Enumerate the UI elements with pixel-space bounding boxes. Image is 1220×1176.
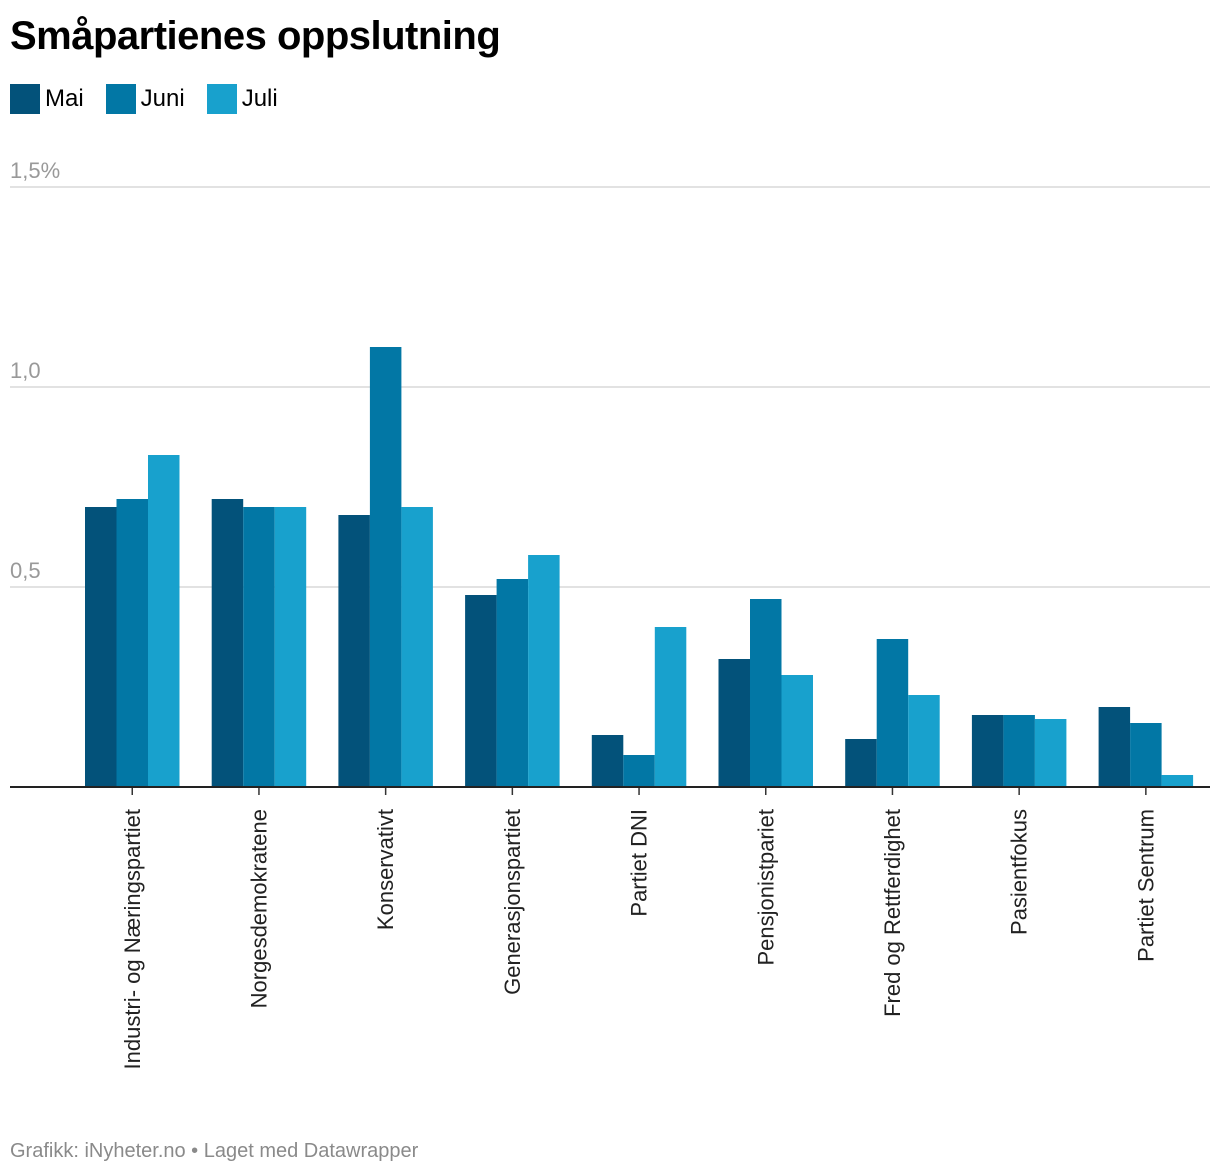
bar bbox=[369, 347, 402, 787]
bar bbox=[274, 507, 307, 787]
footer-credit: Grafikk: iNyheter.no • Laget med Datawra… bbox=[10, 1140, 419, 1162]
x-tick-label: Generasjonspartiet bbox=[500, 809, 525, 995]
bar bbox=[1098, 707, 1131, 787]
bar bbox=[623, 755, 655, 787]
y-tick-label: 0,5 bbox=[10, 558, 41, 583]
legend-item-juli: Juli bbox=[206, 84, 278, 114]
bar bbox=[845, 739, 877, 787]
bar bbox=[750, 599, 782, 787]
legend-item-mai: Mai bbox=[10, 84, 84, 114]
bar-chart: 0,5 1,0 1,5% Industri- og Næringspartiet Nor… bbox=[10, 158, 1210, 1069]
x-tick-label: Konservativt bbox=[373, 809, 398, 930]
legend-item-juni: Juni bbox=[105, 84, 185, 114]
chart-title: Småpartienes oppslutning bbox=[10, 14, 501, 58]
x-tick-label: Partiet Sentrum bbox=[1133, 809, 1158, 962]
bar bbox=[1034, 719, 1067, 787]
x-tick-label: Pensjonistpariet bbox=[753, 809, 778, 966]
x-tick-label: Industri- og Næringspartiet bbox=[120, 809, 145, 1069]
bar bbox=[243, 507, 275, 787]
bar bbox=[496, 579, 529, 787]
bar bbox=[211, 499, 244, 787]
legend: Mai Juni Juli bbox=[10, 84, 300, 114]
bar bbox=[908, 695, 940, 787]
bar bbox=[654, 627, 687, 787]
bar bbox=[781, 675, 813, 787]
bar bbox=[591, 735, 624, 787]
bar bbox=[718, 659, 750, 787]
bar bbox=[1161, 775, 1194, 787]
bar bbox=[465, 595, 497, 787]
bar bbox=[1130, 723, 1162, 787]
bar bbox=[338, 515, 370, 787]
x-tick-label: Pasientfokus bbox=[1007, 809, 1032, 935]
bar bbox=[528, 555, 560, 787]
legend-label-juli: Juli bbox=[241, 85, 278, 112]
y-tick-label: 1,0 bbox=[10, 358, 41, 383]
bar bbox=[401, 507, 433, 787]
x-tick-label: Partiet DNI bbox=[627, 809, 652, 917]
bar bbox=[148, 455, 180, 787]
x-tick-label: Norgesdemokratene bbox=[246, 809, 271, 1008]
bar bbox=[116, 499, 148, 787]
bar bbox=[876, 639, 909, 787]
bar bbox=[971, 715, 1004, 787]
y-tick-label: 1,5% bbox=[10, 158, 60, 183]
legend-label-mai: Mai bbox=[45, 85, 84, 112]
legend-swatch-mai bbox=[10, 84, 40, 114]
legend-swatch-juli bbox=[206, 84, 237, 114]
bar bbox=[85, 507, 117, 787]
x-tick-label: Fred og Rettferdighet bbox=[880, 809, 905, 1017]
legend-label-juni: Juni bbox=[140, 85, 185, 112]
legend-swatch-juni bbox=[105, 84, 136, 114]
bar bbox=[1003, 715, 1035, 787]
